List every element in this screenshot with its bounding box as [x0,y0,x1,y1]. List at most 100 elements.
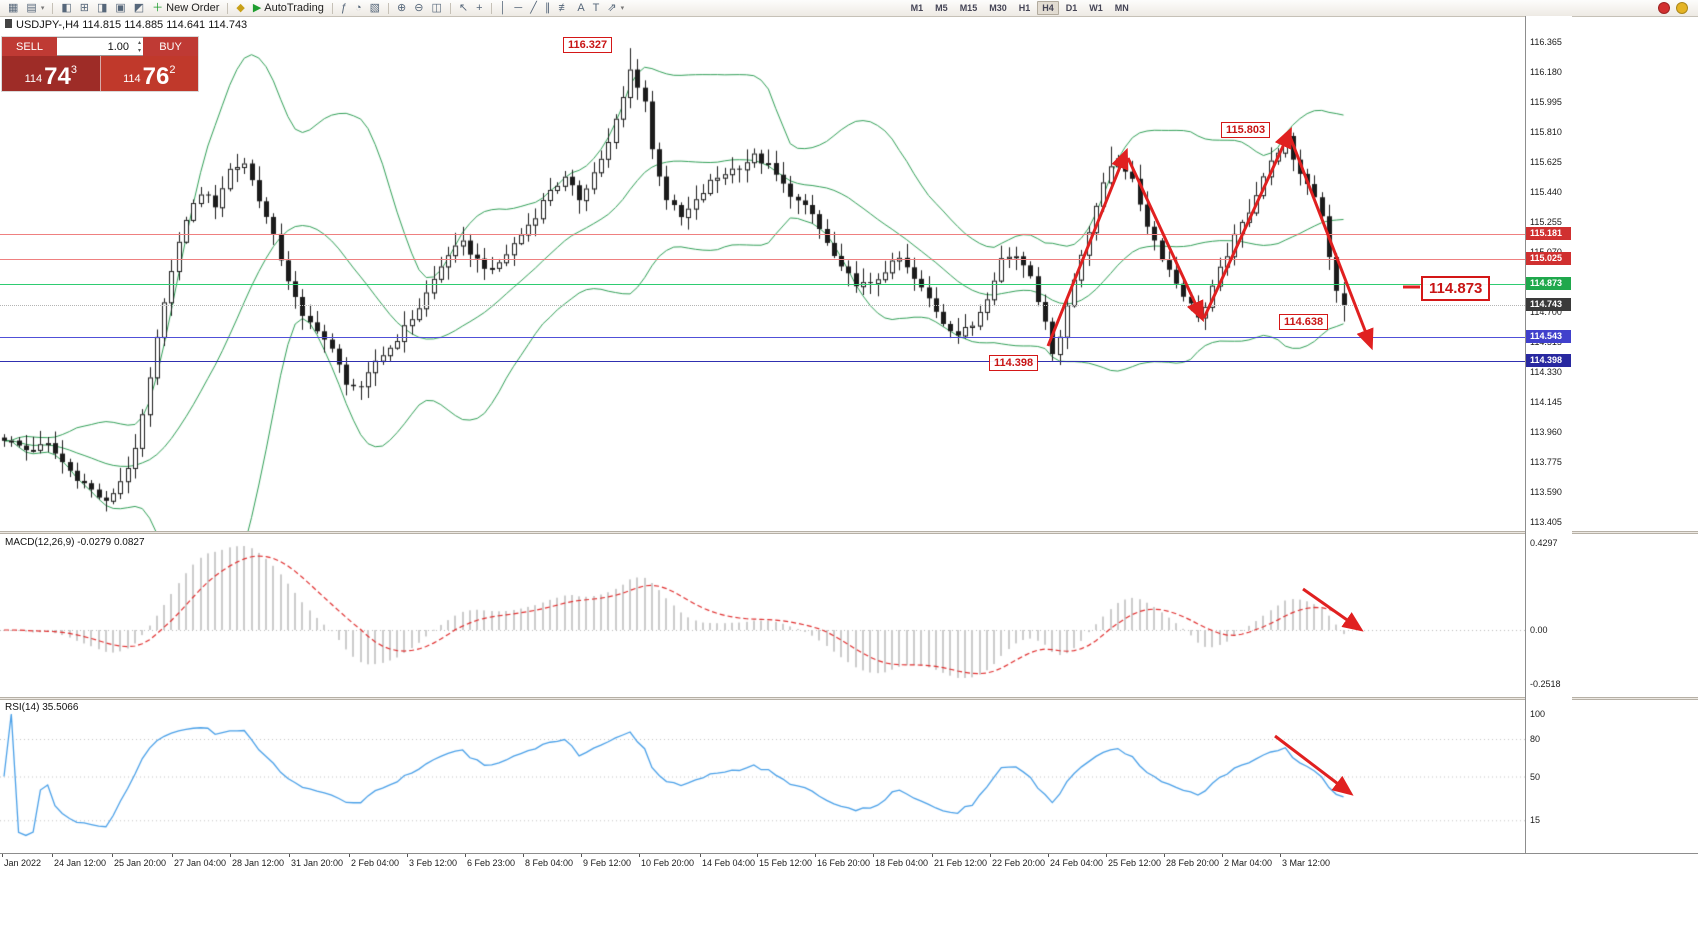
time-axis[interactable]: Jan 2022 24 Jan 12:00 25 Jan 20:00 27 Jan 0… [0,853,1698,872]
price-annotation[interactable]: 114.398 [989,355,1039,371]
sell-price-sup: 3 [70,64,77,76]
autotrading-label: AutoTrading [264,2,324,14]
price-tick-label: 115.070 [1530,247,1562,257]
toolbar-separator [490,2,492,14]
time-tick [757,854,758,857]
time-tick [172,854,173,857]
horizontal-level-line [0,337,1525,339]
timeframe-m1-button[interactable]: M1 [910,3,924,13]
time-tick [873,854,874,857]
price-tick-label: 115.995 [1530,97,1562,107]
sell-price-button[interactable]: 114 74 3 [2,56,101,91]
time-label: 27 Jan 04:00 [174,858,227,868]
price-axis[interactable]: 116.365 116.180 115.995 115.810 115.625 115.4… [1525,16,1572,853]
panel-divider[interactable] [0,697,1698,700]
time-tick [1048,854,1049,857]
price-tag: 114.873 [1526,276,1571,290]
timeframe-m5-button[interactable]: M5 [935,3,948,13]
timeframe-m30-button[interactable]: M30 [989,3,1007,13]
time-label: 3 Mar 12:00 [1282,858,1331,868]
volume-spinner-icon[interactable]: ▴ ▾ [137,40,141,54]
time-label: 24 Jan 12:00 [54,858,107,868]
new-chart-icon: ▦ [8,2,19,14]
sell-price-small: 114 [24,73,43,85]
market-watch-button[interactable]: ◧ [57,0,75,16]
connection-status-icon [1676,2,1688,14]
cursor-button[interactable]: ↖ [455,0,472,16]
price-annotation[interactable]: 115.803 [1221,122,1271,138]
time-label: 22 Feb 20:00 [992,858,1046,868]
time-label: 14 Feb 04:00 [702,858,756,868]
time-label: 2 Feb 04:00 [351,858,400,868]
timeframe-w1-button[interactable]: W1 [1089,3,1103,13]
text-button[interactable]: A [573,0,588,16]
time-tick [407,854,408,857]
zoom-out-button[interactable]: ⊖ [410,0,427,16]
price-annotation[interactable]: 114.638 [1279,314,1329,330]
profiles-button[interactable]: ▤ ▾ [22,0,48,16]
buy-button[interactable]: BUY [143,37,198,56]
metaeditor-button[interactable]: ◆ [232,0,248,16]
indicators-button[interactable]: ƒ [337,0,351,16]
horizontal-level-line [0,259,1525,261]
data-window-button[interactable]: ⊞ [76,0,93,16]
horizontal-line-button[interactable]: ─ [510,0,526,16]
price-tick-label: 113.590 [1530,487,1562,497]
macd-label: MACD(12,26,9) -0.0279 0.0827 [5,537,145,548]
volume-input[interactable]: 1.00 ▴ ▾ [57,37,143,56]
arrow-objects-icon: ⇗ [607,2,617,14]
fibonacci-button[interactable]: ≢ [554,0,573,16]
channel-button[interactable]: ∥ [541,0,555,16]
price-annotation[interactable]: 114.873 [1421,276,1491,301]
periods-button[interactable]: ◔ [351,0,366,16]
navigator-icon: ◨ [96,2,108,14]
new-chart-button[interactable]: ▦ [4,0,22,16]
templates-icon: ▧ [369,2,381,14]
navigator-button[interactable]: ◨ [93,0,111,16]
time-tick [639,854,640,857]
timeframe-mn-button[interactable]: MN [1114,3,1129,13]
toolbar-separator [52,2,54,14]
strategy-tester-button[interactable]: ◩ [130,0,148,16]
toolbar-separator [331,2,333,14]
terminal-button[interactable]: ▣ [111,0,129,16]
templates-button[interactable]: ▧ [366,0,384,16]
crosshair-button[interactable]: + [472,0,486,16]
new-order-button[interactable]: ＋ New Order [148,0,223,16]
price-tag: 114.398 [1526,353,1571,367]
text-label-button[interactable]: T [589,0,604,16]
price-tick-label: 115.440 [1530,187,1562,197]
time-tick [1280,854,1281,857]
price-tag: 114.743 [1526,298,1571,312]
timeframe-m15-button[interactable]: M15 [959,3,978,13]
macd-panel-canvas[interactable] [0,534,1525,697]
price-tick-label: 114.330 [1530,367,1562,377]
vertical-line-button[interactable]: │ [496,0,511,16]
buy-price-button[interactable]: 114 76 2 [100,56,198,91]
time-label: 25 Feb 12:00 [1108,858,1162,868]
price-annotation[interactable]: 116.327 [563,37,613,53]
timeframe-h4-button[interactable]: H4 [1037,1,1059,15]
symbol-ohlc-text: USDJPY-,H4 114.815 114.885 114.641 114.7… [16,19,248,31]
arrow-objects-button[interactable]: ⇗ ▾ [603,0,628,16]
trendline-button[interactable]: ╱ [526,0,541,16]
time-label: 3 Feb 12:00 [409,858,458,868]
timeframe-d1-button[interactable]: D1 [1065,3,1078,13]
metaeditor-icon: ◆ [236,2,245,14]
timeframe-h1-button[interactable]: H1 [1018,3,1031,13]
tile-windows-button[interactable]: ◫ [427,0,445,16]
sell-button[interactable]: SELL [2,37,57,56]
time-label: 9 Feb 12:00 [583,858,632,868]
horizontal-level-line [0,360,1525,362]
panel-divider[interactable] [0,531,1698,534]
time-tick [581,854,582,857]
rsi-label: RSI(14) 35.5066 [5,702,79,713]
rsi-panel-canvas[interactable] [0,700,1525,853]
autotrading-icon: ▶ [252,2,262,14]
time-tick [52,854,53,857]
time-tick [465,854,466,857]
autotrading-button[interactable]: ▶ AutoTrading [249,0,328,16]
zoom-in-button[interactable]: ⊕ [393,0,410,16]
trendline-icon: ╱ [530,2,537,14]
